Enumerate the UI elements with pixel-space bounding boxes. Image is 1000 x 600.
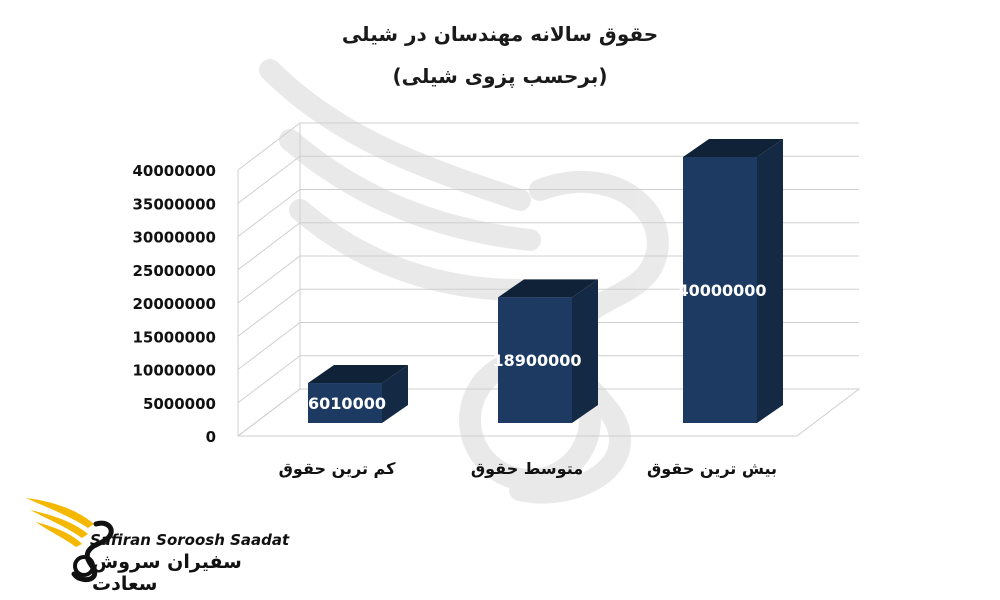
brand-logo bbox=[26, 498, 114, 583]
gridline bbox=[237, 322, 859, 370]
y-tick-label: 0 bbox=[206, 428, 216, 446]
data-label: 40000000 bbox=[677, 281, 766, 300]
y-tick-label: 5000000 bbox=[143, 395, 216, 413]
brand-name-en: Safiran Soroosh Saadat bbox=[90, 531, 290, 549]
bar bbox=[683, 157, 757, 423]
y-tick-label: 10000000 bbox=[133, 362, 217, 380]
y-tick-label: 25000000 bbox=[133, 262, 217, 280]
chart-subtitle: (برحسب پزوی شیلی) bbox=[392, 64, 608, 88]
gridline bbox=[237, 355, 859, 404]
x-tick-label: متوسط حقوق bbox=[471, 459, 583, 478]
bar-top bbox=[308, 365, 408, 384]
gridline bbox=[237, 288, 859, 337]
gridline bbox=[237, 122, 859, 171]
bar-top bbox=[683, 139, 783, 157]
gridline bbox=[237, 155, 859, 204]
data-label: 6010000 bbox=[308, 394, 386, 413]
y-tick-label: 15000000 bbox=[133, 328, 217, 346]
y-tick-label: 40000000 bbox=[133, 162, 217, 180]
brand-name-fa: سفیران سروش سعادت bbox=[92, 551, 242, 595]
chart-title: حقوق سالانه مهندسان در شیلی bbox=[341, 22, 659, 46]
bar-top bbox=[498, 279, 598, 298]
x-tick-label: بیش ترین حقوق bbox=[647, 459, 777, 478]
gridline bbox=[237, 189, 859, 237]
bar-side bbox=[572, 279, 598, 423]
gridline bbox=[237, 388, 859, 437]
bar-side bbox=[382, 365, 408, 423]
y-tick-label: 20000000 bbox=[133, 295, 217, 313]
bar-side bbox=[757, 139, 783, 423]
gridline bbox=[237, 255, 859, 304]
wing-icon bbox=[26, 498, 114, 583]
y-tick-label: 30000000 bbox=[133, 229, 217, 247]
y-tick-label: 35000000 bbox=[133, 195, 217, 213]
bar bbox=[498, 297, 572, 423]
x-tick-label: کم ترین حقوق bbox=[279, 459, 396, 478]
bar bbox=[308, 383, 382, 423]
data-label: 18900000 bbox=[492, 351, 581, 370]
gridline bbox=[237, 222, 859, 271]
